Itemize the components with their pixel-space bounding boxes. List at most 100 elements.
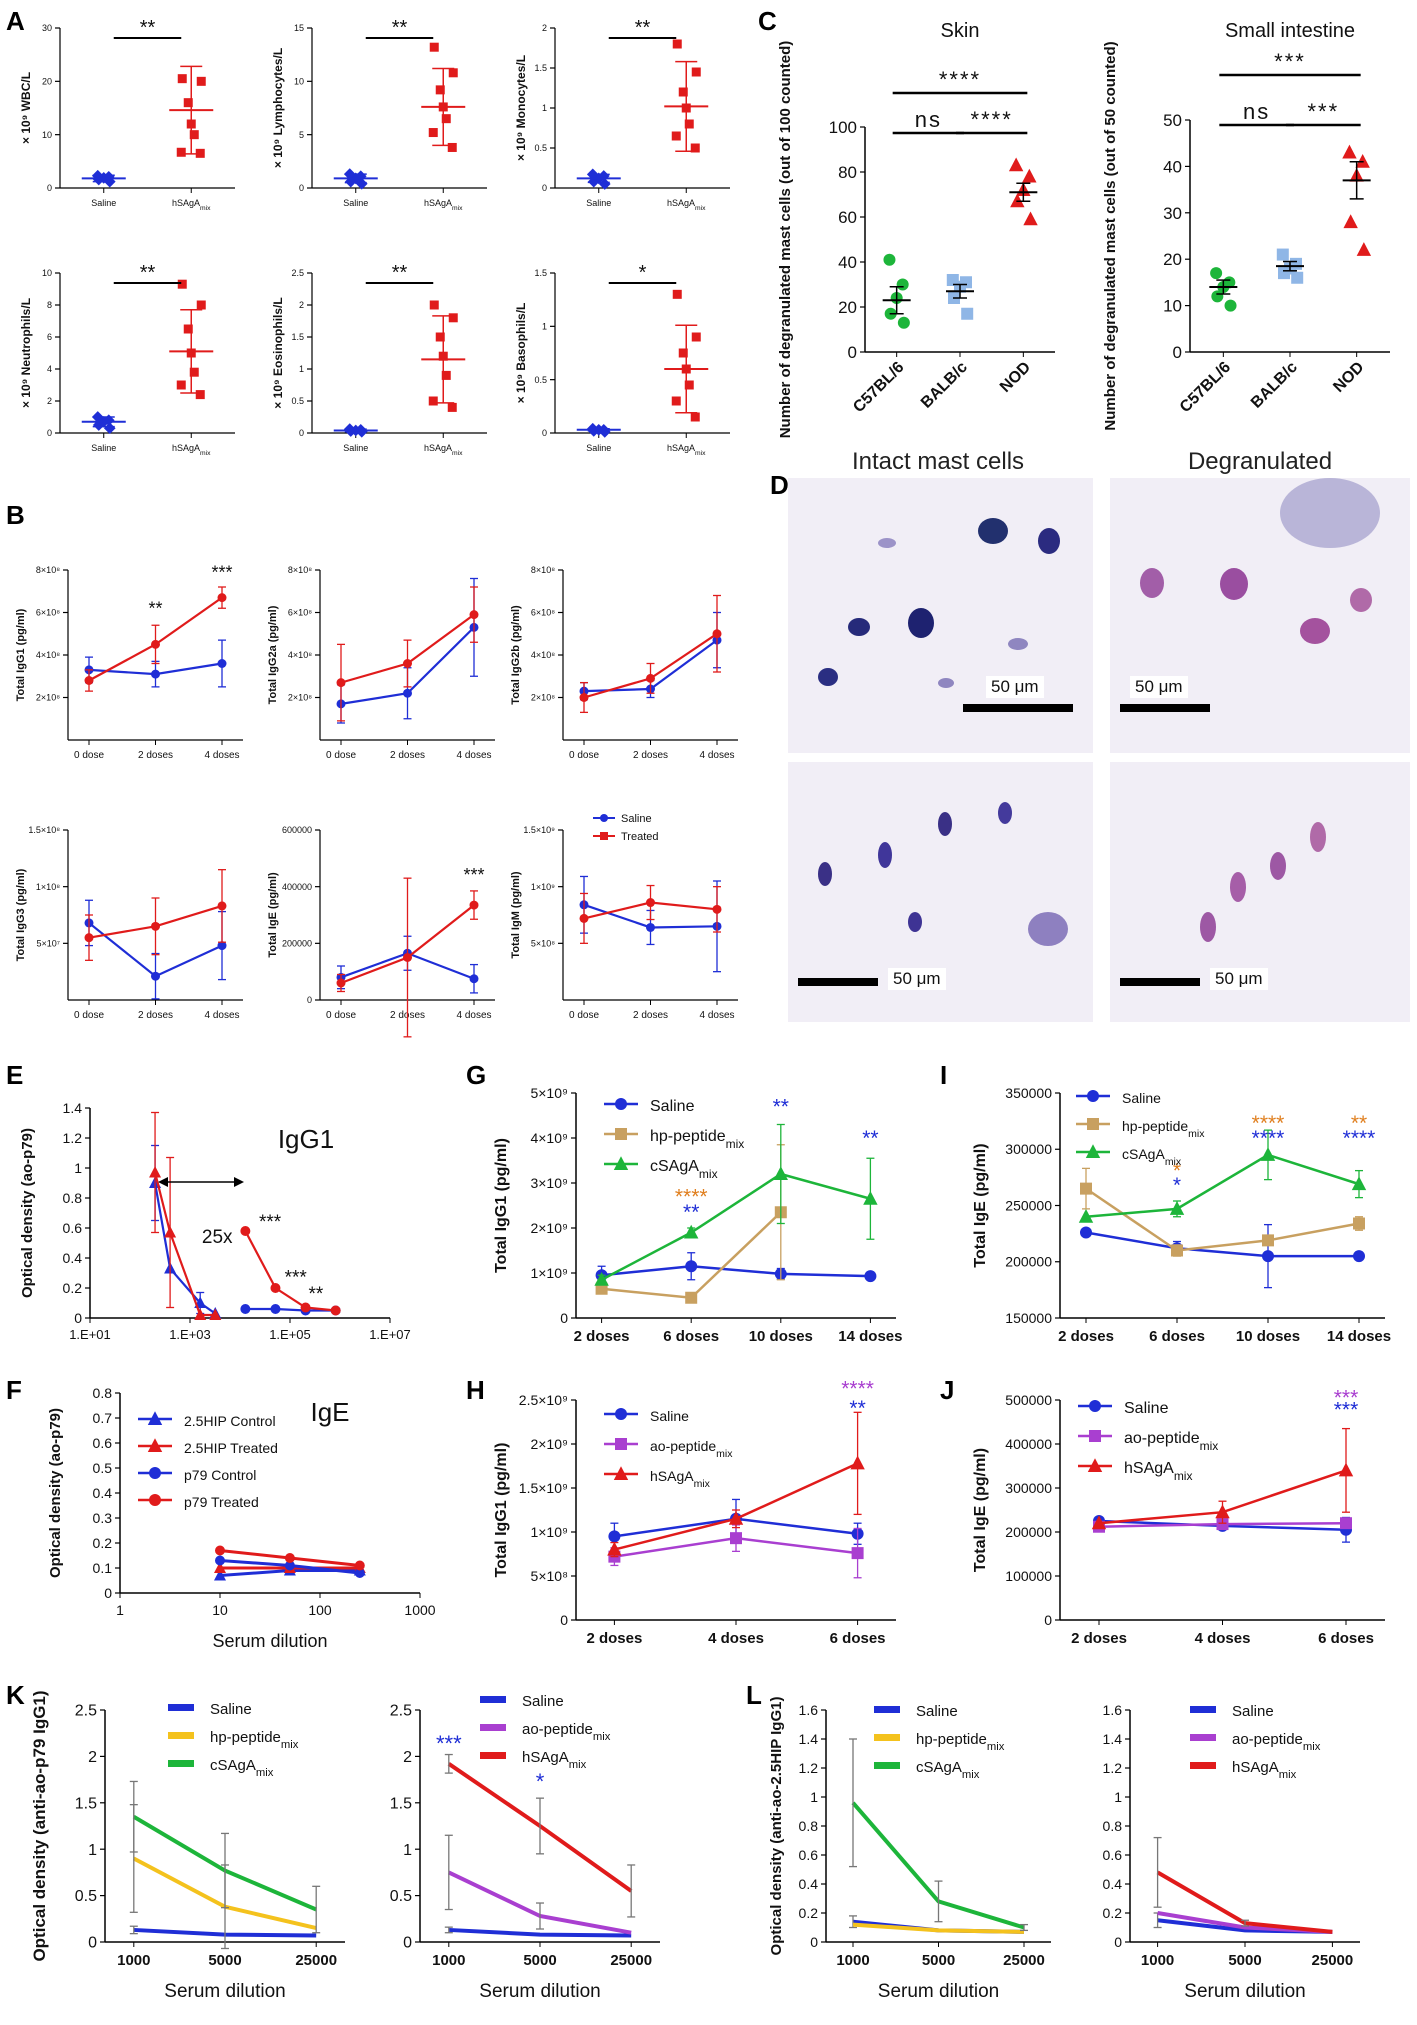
significance-label: *** [1307,99,1339,124]
x-tick-label: 5000 [208,1952,241,1969]
data-point [1290,257,1302,270]
micro-title-degranulated: Degranulated [1187,448,1333,475]
y-tick-label: 2×10⁹ [530,1436,568,1452]
y-tick-label: 1.2 [799,1760,819,1776]
y-tick-label: 30 [1163,204,1182,223]
legend-label: cSAgAmix [1122,1146,1182,1168]
y-tick-label: 8×10⁸ [36,565,60,575]
x-tick-label: 1000 [117,1952,150,1969]
mast-cell [818,668,838,686]
arrow-head [158,1177,168,1187]
series-line [448,1927,632,1938]
y-tick-label: 10 [42,268,52,278]
y-tick-label: 0.4 [63,1250,83,1266]
y-tick-label: 0.6 [63,1220,83,1236]
x-tick-label: 1000 [404,1602,435,1618]
y-tick-label: 0.5 [534,143,547,153]
x-tick-label: 4 doses [456,1010,491,1021]
y-tick-label: 1×10⁹ [531,882,555,892]
x-tick-label: Saline [586,443,611,453]
data-point [240,1226,251,1236]
legend-marker [1087,1458,1103,1472]
x-tick-label: 5000 [523,1952,556,1969]
y-tick-label: 1.5 [291,332,304,342]
y-tick-label: 1.6 [799,1702,819,1718]
series-line [1085,1231,1359,1258]
data-point [217,901,227,911]
significance-annotation: ** [849,1397,865,1420]
data-point [684,119,694,129]
x-tick-label: 2 doses [633,1010,668,1021]
mast-cell [978,518,1008,544]
degranulated-mast-cell [1350,588,1372,612]
x-tick-label: 0 dose [326,750,356,761]
significance-annotation: **** [1343,1127,1376,1150]
x-tick-label: 0 dose [326,1010,356,1021]
panel-label-h: H [466,1375,485,1405]
data-point [1340,1517,1352,1530]
legend-marker [1089,1400,1101,1412]
significance-annotation: ** [683,1201,699,1224]
x-tick-label: 4 doses [204,1010,239,1021]
data-point [1262,1250,1274,1263]
legend-marker [615,1098,627,1110]
x-tick-label: Saline [343,198,368,208]
x-tick-label: 4 doses [456,750,491,761]
data-point [428,396,438,406]
chart-j-ige: 0 100000 200000 300000 400000 500000 Total IgE… [972,1386,1385,1647]
data-point [1022,168,1037,183]
degranulated-mast-cell [1310,822,1326,852]
chart-b1-igg1: 2×10⁸ 4×10⁸ 6×10⁸ 8×10⁸ Total IgG1 (pg/ml) 0 … [15,563,243,761]
arrow-head [234,1177,244,1187]
significance-label: **** [971,107,1013,132]
legend-label: 2.5HIP Control [184,1413,276,1429]
y-tick-label: 1 [299,364,304,374]
y-tick-label: 10 [1163,297,1182,316]
y-tick-label: 0 [1044,1612,1052,1628]
y-tick-label: 2×10⁹ [530,1220,568,1236]
data-point [176,380,186,390]
legend-marker [613,1466,629,1480]
y-tick-label: 2 [47,396,52,406]
chart-a2-lymphocytes: 0 5 10 15 × 10⁹ Lymphocytes/L Saline hSAgAmix *… [271,17,487,212]
x-tick-label: 2 doses [390,750,425,761]
data-point [1010,193,1025,208]
y-tick-label: 0 [104,1585,112,1601]
y-tick-label: 0.5 [93,1460,113,1476]
y-tick-label: 1.4 [1103,1731,1123,1747]
data-point [672,289,682,299]
vessel [1280,478,1380,548]
data-point [435,85,445,95]
legend-label: Saline [1124,1400,1169,1417]
data-point [1262,1234,1274,1247]
y-tick-label: 0.8 [93,1385,113,1401]
data-point [354,170,367,183]
y-axis-label: Total IgE (pg/ml) [972,1448,989,1572]
data-point [1353,1250,1365,1263]
data-point [690,143,700,153]
legend-label: hp-peptidemix [916,1731,1005,1753]
y-tick-label: 1×10⁹ [530,1265,568,1281]
x-tick-label: Saline [91,198,116,208]
series-line [601,1264,871,1278]
mast-cell [908,912,922,932]
x-tick-label: 1 [116,1602,124,1618]
series-line [852,1922,1025,1934]
significance-annotation: *** [259,1212,282,1233]
significance-stars: ** [392,17,408,39]
data-point [1353,1217,1365,1230]
legend-label: Saline [522,1693,564,1710]
significance-annotation: ** [773,1095,789,1118]
chart-h-igg1: 0 5×10⁸ 1×10⁹ 1.5×10⁹ 2×10⁹ 2.5×10⁹ Total IgG1… [493,1378,896,1647]
x-tick-label: 1.E+07 [369,1327,411,1342]
micrograph-degranulated-intestine: 50 μm [1110,762,1410,1022]
data-point [469,900,479,910]
legend-label: hSAgAmix [1232,1759,1297,1781]
data-point [441,370,451,380]
micro-title-intact: Intact mast cells [851,448,1025,475]
data-point [403,688,412,698]
data-point [447,402,457,412]
y-axis-label: × 10⁹ Basophils/L [514,303,528,404]
y-tick-label: 0.6 [93,1435,113,1451]
significance-annotation: **** [841,1378,874,1401]
